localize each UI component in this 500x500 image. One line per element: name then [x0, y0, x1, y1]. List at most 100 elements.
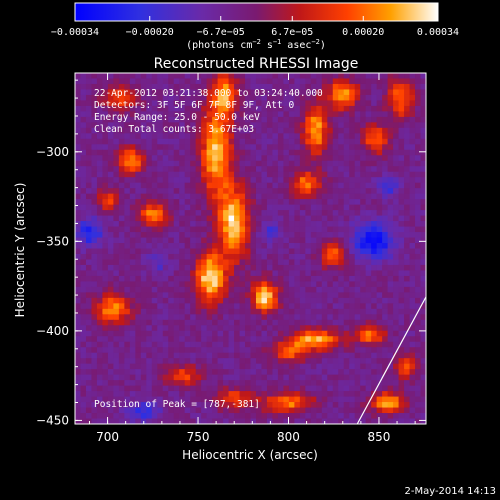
heatmap-cell — [310, 144, 317, 151]
heatmap-cell — [245, 243, 252, 250]
heatmap-cell — [376, 144, 383, 151]
heatmap-cell — [415, 204, 422, 211]
heatmap-cell — [245, 138, 252, 145]
heatmap-cell — [404, 286, 411, 293]
heatmap-cell — [404, 380, 411, 387]
heatmap-cell — [179, 73, 186, 80]
heatmap-cell — [75, 402, 82, 409]
heatmap-cell — [310, 171, 317, 178]
heatmap-cell — [245, 407, 252, 414]
heatmap-cell — [124, 105, 131, 112]
heatmap-cell — [343, 369, 350, 376]
heatmap-cell — [190, 94, 197, 102]
heatmap-cell — [398, 330, 405, 337]
heatmap-cell — [223, 83, 230, 91]
heatmap-cell — [140, 73, 147, 80]
heatmap-cell — [217, 259, 224, 266]
heatmap-cell — [305, 171, 312, 178]
heatmap-cell — [75, 380, 82, 387]
heatmap-cell — [277, 374, 284, 381]
heatmap-cell — [376, 385, 383, 392]
heatmap-cell — [223, 341, 230, 348]
heatmap-cell — [80, 210, 87, 217]
heatmap-cell — [409, 243, 416, 250]
heatmap-cell — [239, 160, 246, 167]
heatmap-cell — [404, 253, 411, 261]
heatmap-cell — [234, 248, 241, 255]
heatmap-cell — [195, 89, 202, 96]
heatmap-cell — [245, 226, 252, 233]
heatmap-cell — [239, 363, 246, 370]
heatmap-cell — [398, 100, 405, 107]
heatmap-cell — [190, 374, 197, 381]
heatmap-cell — [179, 358, 186, 365]
heatmap-cell — [338, 78, 345, 85]
heatmap-cell — [124, 253, 131, 261]
heatmap-cell — [360, 243, 367, 250]
heatmap-cell — [415, 215, 422, 222]
heatmap-cell — [135, 336, 142, 343]
heatmap-cell — [310, 83, 317, 91]
heatmap-cell — [360, 149, 367, 156]
heatmap-cell — [365, 116, 372, 123]
heatmap-cell — [266, 83, 274, 91]
heatmap-cell — [398, 83, 405, 91]
heatmap-cell — [354, 264, 361, 272]
heatmap-cell — [305, 369, 312, 376]
heatmap-cell — [277, 116, 284, 123]
heatmap-cell — [228, 253, 235, 261]
heatmap-cell — [206, 166, 213, 173]
heatmap-cell — [179, 352, 186, 359]
heatmap-cell — [190, 418, 197, 424]
heatmap-cell — [409, 149, 416, 156]
heatmap-cell — [212, 363, 219, 370]
heatmap-cell — [140, 413, 147, 420]
heatmap-cell — [404, 160, 411, 167]
heatmap-cell — [277, 226, 284, 233]
heatmap-cell — [332, 297, 339, 304]
heatmap-cell — [135, 292, 142, 299]
heatmap-cell — [102, 78, 109, 85]
heatmap-cell — [124, 193, 131, 200]
heatmap-cell — [360, 275, 367, 282]
heatmap-cell — [75, 374, 82, 381]
heatmap-cell — [343, 160, 350, 167]
heatmap-cell — [360, 369, 367, 376]
heatmap-cell — [288, 166, 295, 173]
heatmap-cell — [190, 363, 197, 370]
heatmap-cell — [245, 380, 252, 387]
heatmap-cell — [338, 325, 345, 332]
heatmap-cell — [223, 182, 230, 189]
heatmap-cell — [277, 221, 284, 228]
heatmap-cell — [409, 396, 416, 403]
heatmap-cell — [371, 83, 378, 91]
heatmap-cell — [245, 73, 252, 80]
heatmap-cell — [376, 105, 383, 112]
heatmap-cell — [310, 374, 317, 381]
heatmap-cell — [393, 177, 400, 184]
heatmap-cell — [173, 374, 180, 381]
heatmap-cell — [201, 259, 208, 266]
heatmap-cell — [228, 259, 235, 266]
heatmap-cell — [343, 341, 350, 348]
heatmap-cell — [255, 385, 263, 392]
heatmap-cell — [217, 396, 224, 403]
heatmap-cell — [321, 116, 328, 123]
heatmap-cell — [135, 270, 142, 277]
heatmap-cell — [415, 237, 422, 244]
heatmap-cell — [113, 248, 120, 255]
heatmap-cell — [299, 89, 306, 96]
heatmap-cell — [261, 144, 268, 151]
heatmap-cell — [409, 127, 416, 134]
heatmap-cell — [272, 149, 279, 156]
heatmap-cell — [201, 111, 208, 118]
heatmap-cell — [398, 248, 405, 255]
heatmap-cell — [332, 144, 339, 151]
heatmap-cell — [299, 347, 306, 354]
heatmap-cell — [113, 232, 120, 239]
heatmap-cell — [349, 402, 356, 409]
heatmap-cell — [223, 407, 230, 414]
heatmap-cell — [85, 215, 93, 222]
heatmap-cell — [266, 149, 274, 156]
heatmap-cell — [365, 308, 372, 315]
